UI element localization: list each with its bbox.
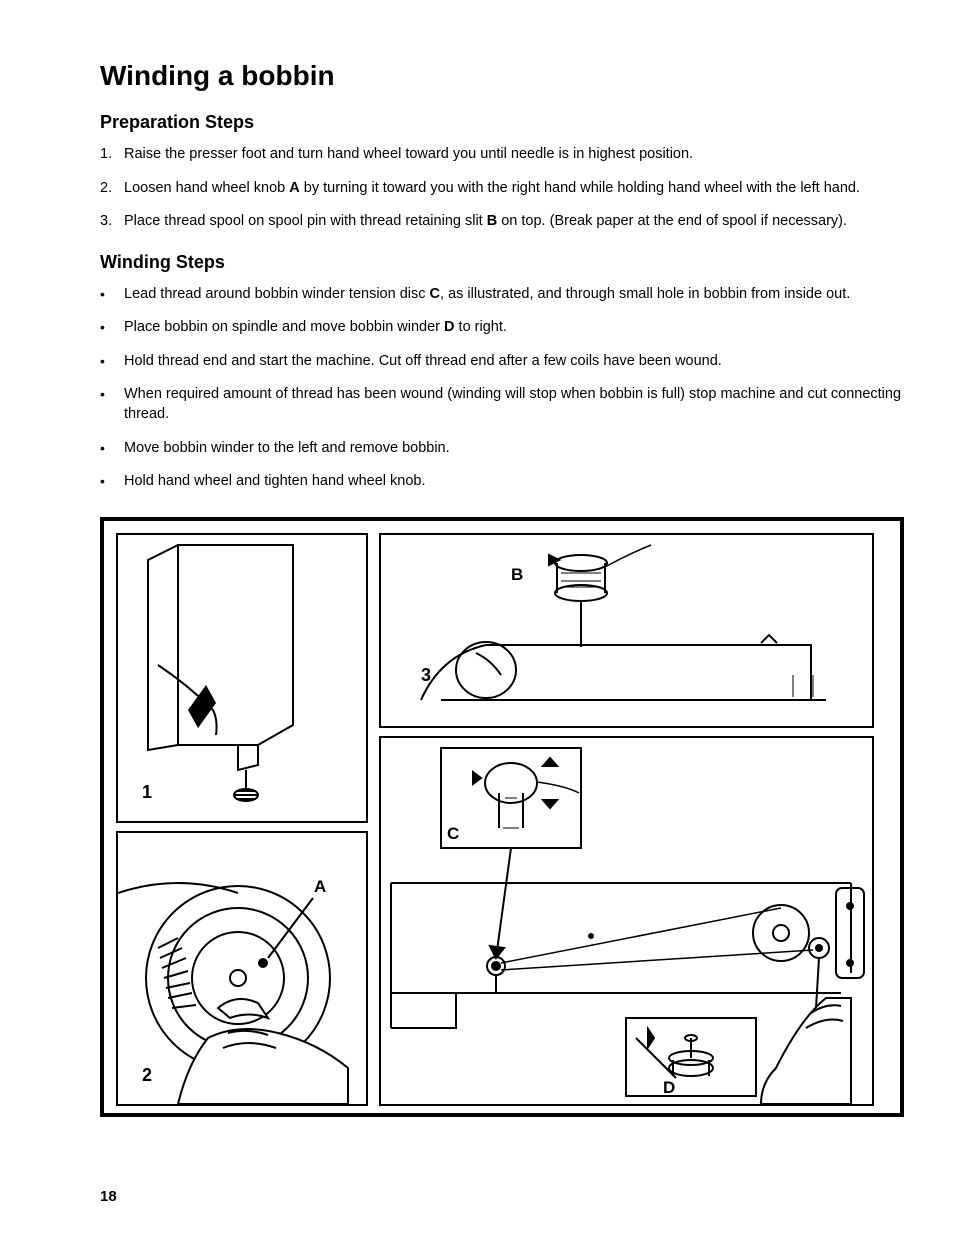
needle-raise-illustration bbox=[118, 535, 366, 821]
winding-heading: Winding Steps bbox=[100, 252, 904, 273]
bullet-icon: • bbox=[100, 385, 124, 424]
list-text: Place bobbin on spindle and move bobbin … bbox=[124, 318, 904, 338]
list-text: Lead thread around bobbin winder tension… bbox=[124, 285, 904, 305]
prep-item: 3. Place thread spool on spool pin with … bbox=[100, 212, 904, 232]
list-number: 2. bbox=[100, 179, 124, 199]
wind-item: • Lead thread around bobbin winder tensi… bbox=[100, 285, 904, 305]
wind-item: • Move bobbin winder to the left and rem… bbox=[100, 439, 904, 459]
callout-A: A bbox=[314, 877, 326, 897]
list-text: Place thread spool on spool pin with thr… bbox=[124, 212, 904, 232]
figure-panel-3: B 3 bbox=[379, 533, 874, 728]
panel-3-label: 3 bbox=[421, 665, 431, 686]
wind-item: • Hold thread end and start the machine.… bbox=[100, 352, 904, 372]
winding-list: • Lead thread around bobbin winder tensi… bbox=[100, 285, 904, 492]
panel-2-label: 2 bbox=[142, 1065, 152, 1086]
prep-item: 1. Raise the presser foot and turn hand … bbox=[100, 145, 904, 165]
list-text: When required amount of thread has been … bbox=[124, 385, 904, 424]
bullet-icon: • bbox=[100, 439, 124, 459]
wind-item: • Hold hand wheel and tighten hand wheel… bbox=[100, 472, 904, 492]
callout-B: B bbox=[511, 565, 523, 585]
wind-item: • Place bobbin on spindle and move bobbi… bbox=[100, 318, 904, 338]
page-number: 18 bbox=[100, 1188, 117, 1205]
page-title: Winding a bobbin bbox=[100, 60, 904, 92]
preparation-list: 1. Raise the presser foot and turn hand … bbox=[100, 145, 904, 232]
bullet-icon: • bbox=[100, 285, 124, 305]
preparation-heading: Preparation Steps bbox=[100, 112, 904, 133]
prep-item: 2. Loosen hand wheel knob A by turning i… bbox=[100, 179, 904, 199]
panel-1-label: 1 bbox=[142, 782, 152, 803]
figure-panel-1: 1 bbox=[116, 533, 368, 823]
callout-C: C bbox=[447, 824, 459, 844]
figure-frame: 1 A 2 bbox=[100, 517, 904, 1117]
bullet-icon: • bbox=[100, 318, 124, 338]
winder-illustration bbox=[381, 738, 872, 1104]
list-number: 1. bbox=[100, 145, 124, 165]
list-text: Hold thread end and start the machine. C… bbox=[124, 352, 904, 372]
callout-D: D bbox=[663, 1078, 675, 1098]
bullet-icon: • bbox=[100, 352, 124, 372]
handwheel-illustration bbox=[118, 833, 366, 1104]
list-text: Loosen hand wheel knob A by turning it t… bbox=[124, 179, 904, 199]
list-text: Hold hand wheel and tighten hand wheel k… bbox=[124, 472, 904, 492]
list-text: Move bobbin winder to the left and remov… bbox=[124, 439, 904, 459]
wind-item: • When required amount of thread has bee… bbox=[100, 385, 904, 424]
list-number: 3. bbox=[100, 212, 124, 232]
bullet-icon: • bbox=[100, 472, 124, 492]
list-text: Raise the presser foot and turn hand whe… bbox=[124, 145, 904, 165]
spool-illustration bbox=[381, 535, 872, 726]
figure-panel-2: A 2 bbox=[116, 831, 368, 1106]
figure-panel-4: C D bbox=[379, 736, 874, 1106]
